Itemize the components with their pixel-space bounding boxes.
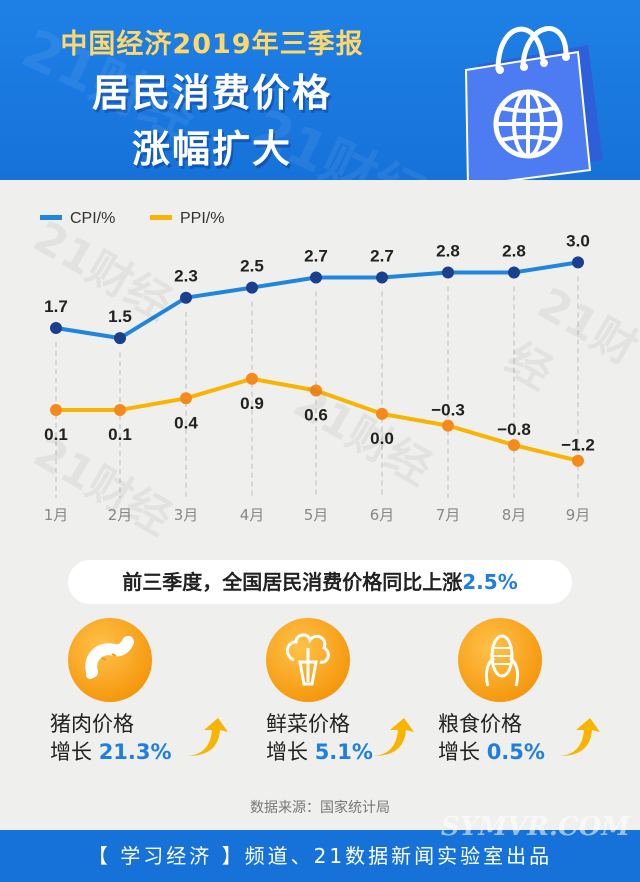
legend-swatch (40, 215, 62, 220)
shopping-bag-icon (464, 26, 603, 180)
summary-value: 2.5% (462, 570, 518, 594)
stat-value: 21.3% (98, 740, 172, 764)
footer-banner: 【 学习经济 】频道、21数据新闻实验室出品 (0, 830, 640, 882)
stat-prefix: 增长 (50, 740, 99, 764)
data-label: 0.6 (304, 406, 328, 425)
data-point (50, 322, 62, 334)
data-source: 数据来源：国家统计局 (250, 800, 390, 816)
stat-title: 粮食价格 (438, 712, 522, 736)
data-label: −0.8 (497, 420, 531, 439)
x-tick-label: 1月 (44, 506, 69, 524)
summary-banner: 前三季度，全国居民消费价格同比上涨2.5% (68, 560, 572, 604)
data-label: 2.8 (502, 241, 526, 260)
data-label: 0.9 (240, 394, 264, 413)
data-label: 0.1 (44, 425, 68, 444)
data-point (310, 384, 322, 397)
grain-price-label: 粮食价格 增长 0.5% (438, 710, 545, 766)
data-label: 0.1 (108, 425, 132, 444)
guide-lines (55, 276, 579, 498)
stat-value: 5.1% (314, 740, 373, 764)
x-tick-label: 8月 (502, 506, 527, 524)
data-point (376, 271, 388, 284)
data-point (572, 454, 584, 467)
data-labels: 1.7 1.5 2.3 2.5 2.7 2.7 2.8 2.8 3.0 0.1 0.1 0.4 0.9 0… (44, 231, 595, 454)
x-tick-label: 5月 (304, 506, 329, 524)
corn-icon (458, 618, 542, 702)
summary-text: 前三季度，全国居民消费价格同比上涨 (122, 570, 463, 594)
data-point (310, 271, 322, 284)
data-point (572, 256, 584, 269)
data-label: 0.0 (370, 429, 394, 448)
legend-swatch (150, 215, 172, 220)
stat-prefix: 增长 (438, 740, 487, 764)
data-label: −1.2 (561, 436, 595, 455)
data-point (180, 291, 192, 304)
stat-title: 猪肉价格 (50, 712, 134, 736)
data-point (376, 407, 388, 420)
data-point (246, 372, 258, 385)
arrow-up-icon (188, 718, 228, 756)
data-point (180, 392, 192, 405)
stat-title: 鲜菜价格 (266, 712, 350, 736)
data-label: 2.3 (174, 267, 198, 286)
x-axis-ticks: 1月 2月 3月 4月 5月 6月 7月 8月 9月 (44, 506, 591, 524)
data-label: 2.8 (436, 241, 460, 260)
x-tick-label: 7月 (436, 506, 461, 524)
site-watermark: SYMVR.COM (440, 812, 630, 842)
data-point (50, 404, 62, 416)
sausage-icon (68, 618, 152, 702)
legend-label: PPI/% (180, 210, 224, 227)
data-point (114, 404, 126, 416)
data-label: 2.7 (370, 247, 394, 266)
data-label: 2.7 (304, 247, 328, 266)
data-label: 1.5 (108, 307, 132, 326)
stat-prefix: 增长 (266, 740, 315, 764)
series-points (50, 256, 584, 467)
data-point (114, 332, 126, 345)
data-point (246, 281, 258, 294)
vegetable-price-label: 鲜菜价格 增长 5.1% (266, 710, 373, 766)
data-point (508, 266, 520, 279)
pork-price-label: 猪肉价格 增长 21.3% (50, 710, 172, 766)
x-tick-label: 3月 (174, 506, 199, 524)
x-tick-label: 6月 (370, 506, 395, 524)
subtitle: 中国经济2019年三季报 (60, 29, 364, 60)
x-tick-label: 9月 (566, 506, 591, 524)
arrow-up-icon (560, 718, 600, 756)
line-chart: CPI/% PPI/% 1.7 1.5 2.3 2.5 2.7 2.7 2.8 2.8 3.0 0.… (40, 210, 595, 524)
arrow-up-icon (374, 718, 414, 756)
data-label: 2.5 (240, 257, 264, 276)
x-tick-label: 2月 (108, 506, 133, 524)
legend-label: CPI/% (70, 210, 115, 227)
page-title: 居民消费价格 (91, 71, 332, 115)
data-point (442, 266, 454, 279)
stat-value: 0.5% (486, 740, 545, 764)
data-point (442, 419, 454, 432)
data-label: 1.7 (44, 297, 68, 316)
page-title-line2: 涨幅扩大 (131, 127, 292, 171)
data-point (508, 439, 520, 452)
x-tick-label: 4月 (240, 506, 265, 524)
header-banner: 21财经 21财经 中国经济2019年三季报 居民消费价格 涨幅扩大 (0, 0, 640, 180)
data-label: 0.4 (174, 413, 198, 432)
vegetable-icon (266, 618, 350, 702)
chart-legend: CPI/% PPI/% (40, 210, 224, 227)
data-label: 3.0 (566, 231, 590, 250)
data-label: −0.3 (431, 401, 465, 420)
